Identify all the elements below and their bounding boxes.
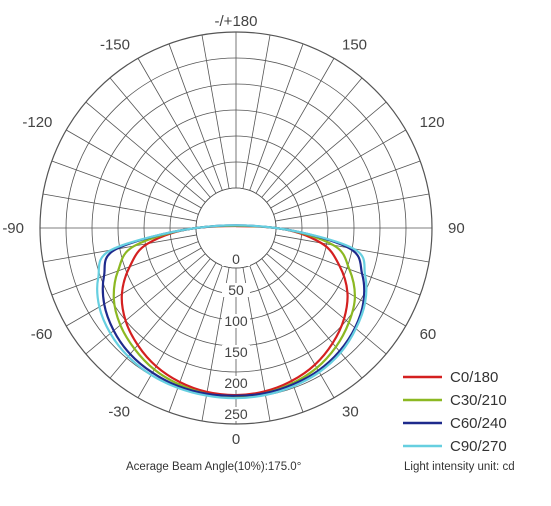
radial-tick-label: 0	[232, 251, 240, 267]
radial-tick-label-bg	[222, 314, 250, 328]
angle-label: -/+180	[215, 13, 258, 30]
radial-tick-label: 200	[224, 375, 248, 391]
radial-tick-label: 250	[224, 406, 248, 422]
grid-ring	[91, 83, 381, 373]
angle-label: -60	[31, 326, 53, 343]
angle-label: 120	[420, 114, 445, 131]
angle-label: 60	[420, 326, 437, 343]
angle-label: 0	[232, 431, 240, 448]
angle-label: 90	[448, 220, 465, 237]
angle-label: -90	[2, 220, 24, 237]
radial-tick-label: 100	[224, 313, 248, 329]
series-line-C90-270	[96, 224, 368, 400]
beam-angle-note: Acerage Beam Angle(10%):175.0°	[126, 461, 302, 473]
radial-tick-label-bg	[222, 376, 250, 390]
radial-tick-label-bg	[222, 283, 250, 297]
radial-tick-label-bg	[222, 407, 250, 421]
angle-labels: -/+180 -150 150 -120 120 -90 90 -60 60 -30 30 0	[2, 13, 464, 448]
radial-tick-labels: 0 50 100 150 200 250	[222, 251, 250, 422]
angle-label: -150	[100, 36, 130, 53]
legend-label: C90/270	[450, 438, 507, 455]
grid-center	[196, 188, 276, 268]
polar-grid	[39, 31, 433, 425]
legend: C0/180 C30/210 C60/240 C90/270	[403, 369, 507, 455]
legend-label: C60/240	[450, 415, 507, 432]
angle-label: 30	[342, 404, 359, 421]
intensity-curves	[96, 224, 368, 400]
angle-label: 150	[342, 36, 367, 53]
grid-ring	[39, 31, 433, 425]
radial-tick-label: 50	[228, 282, 244, 298]
radial-tick-label-bg	[222, 252, 250, 266]
radial-tick-label: 150	[224, 344, 248, 360]
series-line-C60-240	[101, 224, 366, 397]
radial-tick-label-bg	[222, 345, 250, 359]
angle-label: -30	[108, 404, 130, 421]
legend-label: C30/210	[450, 392, 507, 409]
angle-label: -120	[22, 114, 52, 131]
legend-label: C0/180	[450, 369, 498, 386]
intensity-unit-note: Light intensity unit: cd	[404, 461, 515, 473]
series-line-C0-180	[120, 225, 349, 397]
